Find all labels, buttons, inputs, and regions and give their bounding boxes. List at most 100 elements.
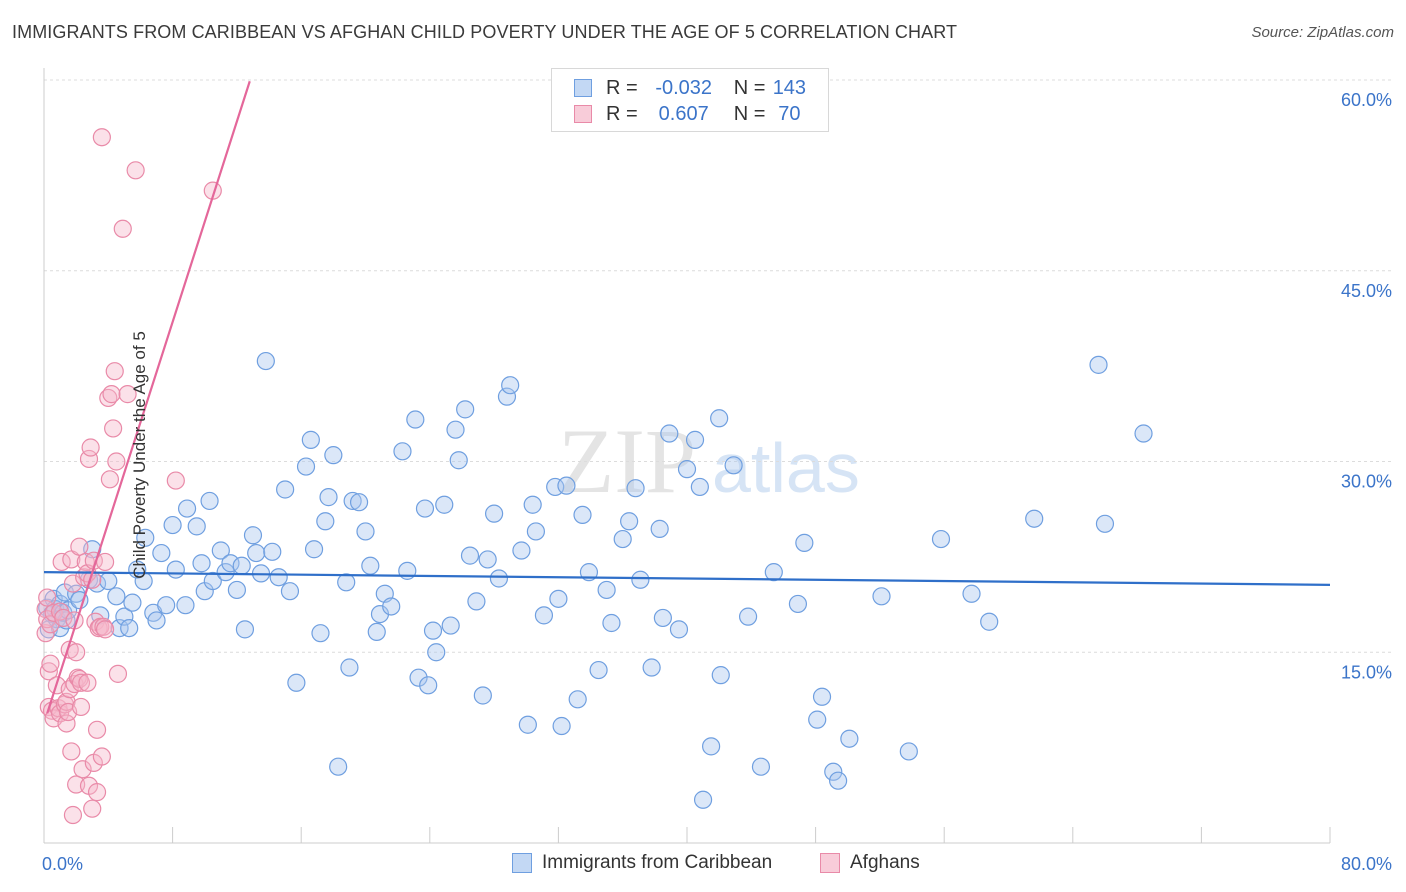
afghans-trend-line	[46, 80, 251, 714]
caribbean-point	[1025, 509, 1044, 528]
caribbean-point	[552, 716, 571, 736]
caribbean-point	[304, 540, 324, 559]
caribbean-point	[626, 479, 645, 498]
bottom-legend-label-afghans: Afghans	[850, 852, 920, 873]
afghans-point	[83, 799, 102, 818]
afghans-point	[95, 620, 115, 639]
caribbean-point	[840, 729, 859, 748]
afghans-point	[71, 697, 91, 717]
afghans-point	[39, 662, 58, 681]
x-tick-label: 80.0%	[1341, 854, 1392, 874]
caribbean-point	[409, 668, 428, 687]
caribbean-point	[795, 533, 814, 552]
caribbean-point	[441, 616, 460, 635]
legend-n-label: N =	[733, 76, 766, 99]
afghans-point	[92, 128, 111, 147]
caribbean-point	[473, 686, 492, 705]
caribbean-point	[456, 400, 475, 419]
caribbean-point	[602, 613, 621, 633]
caribbean-point	[478, 550, 497, 569]
caribbean-point	[693, 790, 713, 809]
caribbean-point	[123, 593, 142, 612]
caribbean-point	[534, 606, 554, 625]
caribbean-point	[163, 515, 182, 535]
trend-lines	[43, 80, 1331, 714]
caribbean-point	[1089, 355, 1108, 374]
caribbean-point	[1134, 424, 1153, 443]
caribbean-point	[427, 643, 446, 662]
series-caribbean-points	[38, 351, 1153, 809]
y-tick-label: 15.0%	[1341, 662, 1392, 682]
caribbean-point	[512, 541, 531, 560]
y-axis-label: Child Poverty Under the Age of 5	[129, 331, 149, 579]
bottom-legend-caribbean: Immigrants from Caribbean	[512, 852, 772, 874]
afghans-point	[126, 161, 145, 180]
caribbean-point	[724, 456, 743, 475]
caribbean-point	[319, 488, 338, 507]
caribbean-point	[653, 608, 672, 628]
tick-labels: 15.0% 30.0% 45.0% 60.0% 0.0% 80.0%	[42, 90, 1392, 874]
caribbean-point	[110, 618, 129, 638]
caribbean-point	[962, 584, 981, 603]
caribbean-point	[449, 451, 468, 470]
correlation-legend: R = -0.032 N = 143 R = 0.607 N = 70	[551, 68, 829, 132]
afghans-point	[87, 720, 107, 739]
caribbean-point	[523, 495, 542, 514]
caribbean-point	[650, 519, 669, 538]
caribbean-point	[329, 757, 348, 776]
bottom-legend-swatch-blue	[512, 853, 532, 873]
caribbean-point	[200, 491, 219, 511]
caribbean-point	[467, 592, 486, 611]
caribbean-point	[120, 618, 139, 638]
legend-n-label: N =	[733, 102, 766, 125]
caribbean-point	[243, 526, 263, 545]
afghans-point	[70, 537, 89, 556]
y-tick-label: 45.0%	[1341, 281, 1392, 301]
caribbean-point	[899, 742, 918, 761]
caribbean-point	[435, 495, 454, 514]
caribbean-point	[526, 522, 545, 541]
afghans-point	[41, 654, 60, 673]
caribbean-point	[710, 409, 729, 428]
caribbean-point	[501, 376, 520, 395]
caribbean-point	[269, 568, 288, 587]
caribbean-point	[361, 556, 380, 575]
x-tick-label: 0.0%	[42, 854, 83, 874]
afghans-point	[118, 385, 137, 404]
caribbean-point	[382, 597, 401, 616]
caribbean-point	[337, 573, 356, 592]
legend-swatch-blue	[574, 79, 592, 97]
caribbean-point	[349, 493, 369, 512]
caribbean-point	[99, 571, 118, 591]
caribbean-point	[824, 762, 843, 781]
caribbean-point	[152, 543, 171, 563]
caribbean-point	[276, 480, 295, 499]
caribbean-point	[343, 491, 362, 511]
afghans-point	[95, 552, 115, 572]
bottom-legend-afghans: Afghans	[820, 852, 920, 874]
bottom-legend-swatch-pink	[820, 853, 840, 873]
caribbean-point	[829, 771, 848, 790]
caribbean-point	[356, 522, 375, 541]
afghans-point	[104, 419, 123, 438]
legend-swatch-pink	[574, 105, 592, 123]
caribbean-point	[497, 387, 517, 406]
legend-n-value: 143	[772, 76, 807, 99]
caribbean-point	[738, 607, 758, 626]
caribbean-point	[192, 554, 211, 573]
legend-r-value: -0.032	[655, 76, 713, 99]
caribbean-point	[980, 612, 999, 631]
caribbean-point	[296, 457, 316, 476]
caribbean-point	[931, 529, 951, 549]
caribbean-trend-line	[43, 571, 1331, 586]
caribbean-point	[211, 541, 230, 560]
caribbean-point	[415, 499, 435, 518]
caribbean-point	[247, 543, 266, 563]
caribbean-point	[549, 589, 568, 608]
afghans-point	[87, 783, 107, 802]
caribbean-point	[460, 546, 480, 565]
caribbean-point	[613, 529, 632, 549]
caribbean-point	[287, 673, 306, 692]
caribbean-point	[136, 528, 155, 547]
caribbean-point	[557, 476, 576, 495]
